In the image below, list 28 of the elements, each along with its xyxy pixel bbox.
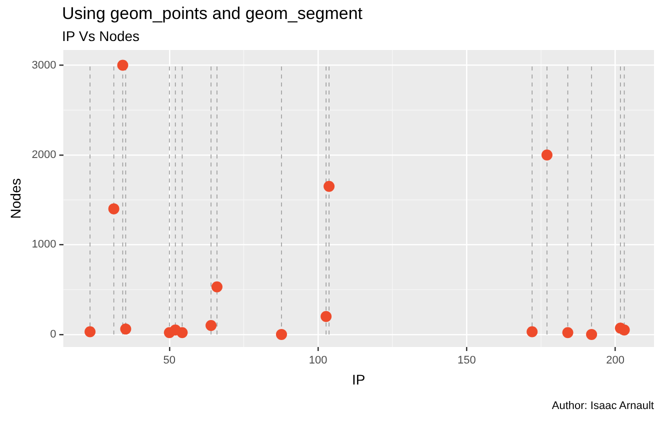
x-tick-label: 50	[163, 354, 176, 367]
y-tick-label: 3000	[32, 59, 56, 72]
point	[562, 327, 574, 338]
point	[120, 324, 132, 335]
x-tick-label: 100	[308, 354, 328, 367]
point	[526, 326, 538, 338]
y-tick-label: 1000	[32, 238, 56, 251]
point	[276, 328, 287, 340]
point	[586, 328, 598, 340]
point	[206, 320, 217, 331]
chart-title: Using geom_points and geom_segment	[62, 4, 363, 24]
y-tick-label: 2000	[32, 149, 56, 162]
x-tick-label: 200	[606, 354, 625, 367]
text: Author: Isaac Arnault	[552, 400, 654, 412]
point	[324, 180, 335, 192]
point	[176, 327, 188, 338]
point	[618, 324, 630, 336]
point	[84, 326, 96, 338]
y-axis-title: Nodes	[7, 178, 24, 219]
x-axis-title: IP	[352, 371, 366, 388]
point	[320, 310, 332, 322]
point	[108, 203, 120, 214]
point	[211, 281, 222, 292]
point	[541, 149, 552, 160]
x-tick-label: 150	[458, 354, 476, 367]
point	[117, 60, 128, 71]
chart-subtitle: IP Vs Nodes	[62, 28, 140, 44]
y-tick-label: 0	[50, 328, 56, 340]
